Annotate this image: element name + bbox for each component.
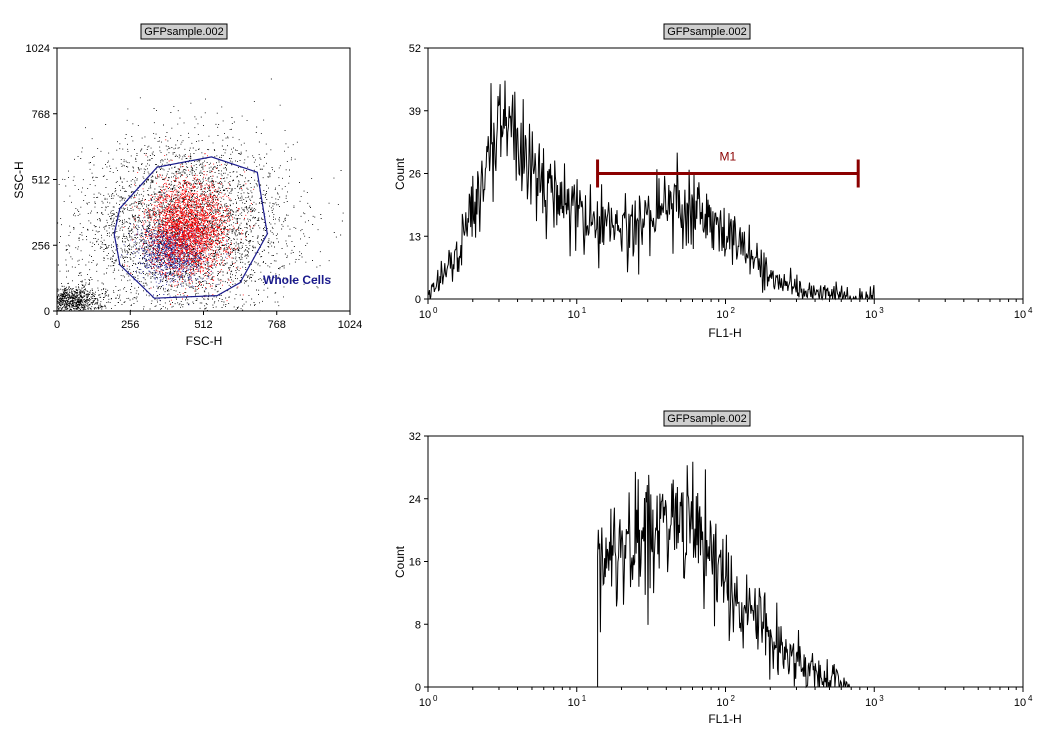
dotplot-title-box (140, 23, 228, 40)
dotplot-xtick-label: 256 (121, 319, 139, 331)
hist-ytick-label: 52 (409, 43, 421, 55)
histogram-bottom-ylabel: Count (393, 545, 407, 578)
hist-xtick-label: 10 (419, 697, 431, 709)
hist-ytick-label: 13 (409, 231, 421, 243)
dotplot-ytick-label: 1024 (26, 43, 50, 55)
hist-xtick-exponent: 2 (731, 306, 736, 315)
histogram-bottom-title-tag: GFPsample.002 (663, 410, 751, 427)
dotplot-xtick-label: 768 (268, 319, 286, 331)
dotplot-panel: GFPsample.002 Whole Cells 0 256 512 768 1024… (12, 23, 362, 348)
hist-xtick-exponent: 0 (433, 694, 438, 703)
hist-ytick-label: 32 (409, 431, 421, 443)
dotplot-x-ticks: 0 256 512 768 1024 (54, 311, 362, 331)
hist-ytick-label: 0 (415, 294, 421, 306)
hist-xtick-label: 10 (865, 309, 877, 321)
dotplot-title-tag: GFPsample.002 (140, 23, 228, 40)
dotplot-xlabel: FSC-H (186, 334, 223, 348)
histogram-bottom-y-ticks: 0 8 16 24 32 (409, 431, 428, 694)
dotplot-xtick-label: 512 (194, 319, 212, 331)
dotplot-title: GFPsample.002 (144, 26, 223, 38)
hist-xtick-label: 10 (568, 309, 580, 321)
dotplot-y-ticks: 0 256 512 768 1024 (26, 43, 57, 318)
histogram-top-x-ticks: 10 0 10 1 10 2 10 3 10 4 (419, 299, 1033, 321)
hist-ytick-label: 24 (409, 494, 421, 506)
histogram-bottom-trace (597, 461, 852, 689)
dotplot-series-2 (120, 193, 229, 306)
histogram-top-xlabel: FL1-H (708, 326, 741, 340)
hist-xtick-label: 10 (716, 697, 728, 709)
dotplot-series-1 (57, 274, 121, 312)
hist-xtick-exponent: 3 (879, 306, 884, 315)
dotplot-series-3 (123, 139, 255, 305)
dotplot-xtick-label: 1024 (338, 319, 362, 331)
histogram-top-title-box (663, 23, 751, 40)
dotplot-points (57, 78, 344, 312)
dotplot-series-0 (57, 78, 344, 312)
histogram-bottom-title: GFPsample.002 (667, 413, 746, 425)
hist-ytick-label: 26 (409, 169, 421, 181)
gate-polygon (113, 156, 268, 299)
hist-xtick-exponent: 4 (1028, 306, 1033, 315)
dotplot-ytick-label: 512 (32, 175, 50, 187)
hist-xtick-label: 10 (419, 309, 431, 321)
hist-xtick-exponent: 0 (433, 306, 438, 315)
histogram-top-y-ticks: 0 13 26 39 52 (409, 43, 428, 306)
hist-xtick-label: 10 (1014, 697, 1026, 709)
hist-xtick-label: 10 (568, 697, 580, 709)
histogram-bottom-title-box (663, 410, 751, 427)
histogram-top-panel: GFPsample.002 M1 10 0 10 1 10 2 10 3 10 4 0132639… (393, 23, 1033, 340)
marker-m1-label: M1 (720, 150, 737, 164)
histogram-top-title: GFPsample.002 (667, 26, 746, 38)
hist-xtick-exponent: 4 (1028, 694, 1033, 703)
dotplot-xtick-label: 0 (54, 319, 60, 331)
hist-ytick-label: 8 (415, 619, 421, 631)
hist-xtick-exponent: 2 (731, 694, 736, 703)
marker-m1: M1 (596, 150, 860, 188)
hist-ytick-label: 16 (409, 557, 421, 569)
hist-ytick-label: 39 (409, 106, 421, 118)
histogram-bottom-x-ticks: 10 0 10 1 10 2 10 3 10 4 (419, 687, 1033, 709)
hist-ytick-label: 0 (415, 682, 421, 694)
hist-xtick-label: 10 (716, 309, 728, 321)
hist-xtick-exponent: 1 (582, 306, 587, 315)
dotplot-ytick-label: 0 (44, 306, 50, 318)
histogram-top-title-tag: GFPsample.002 (663, 23, 751, 40)
gate-label: Whole Cells (263, 273, 331, 287)
hist-xtick-exponent: 3 (879, 694, 884, 703)
hist-xtick-label: 10 (1014, 309, 1026, 321)
histogram-bottom-xlabel: FL1-H (708, 712, 741, 726)
histogram-top-ylabel: Count (393, 157, 407, 190)
hist-xtick-exponent: 1 (582, 694, 587, 703)
histogram-top-trace (427, 80, 875, 301)
hist-xtick-label: 10 (865, 697, 877, 709)
dotplot-ylabel: SSC-H (12, 161, 26, 198)
dotplot-ytick-label: 256 (32, 240, 50, 252)
dotplot-ytick-label: 768 (32, 109, 50, 121)
